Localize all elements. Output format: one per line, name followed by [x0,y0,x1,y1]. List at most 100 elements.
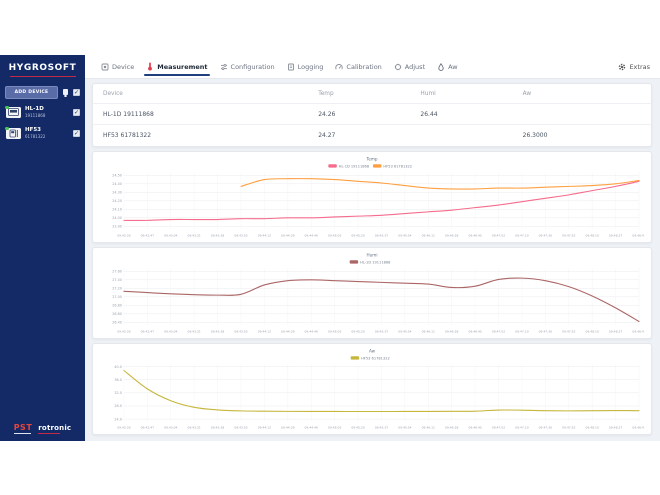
hf53-device-icon [5,126,21,139]
online-status-dot [5,105,9,109]
svg-text:09:44:29: 09:44:29 [281,233,294,237]
svg-text:09:43:38: 09:43:38 [211,233,224,237]
svg-text:09:44:46: 09:44:46 [305,329,318,333]
svg-text:09:42:30: 09:42:30 [117,233,130,237]
svg-text:09:47:36: 09:47:36 [539,329,552,333]
svg-text:09:44:12: 09:44:12 [258,233,271,237]
svg-text:09:45:54: 09:45:54 [398,329,411,333]
tab-logging[interactable]: Logging [281,55,330,78]
svg-text:40.0: 40.0 [114,365,122,369]
device-checkbox[interactable]: ✓ [73,108,80,116]
svg-text:27.20: 27.20 [112,287,122,291]
cell-temp: 24.26 [318,110,336,118]
device-icon [101,63,109,70]
check-icon: ✓ [74,129,80,137]
svg-text:09:48:10: 09:48:10 [586,233,599,237]
check-icon: ✓ [74,108,80,116]
rotronic-logo: rotronic [38,424,71,434]
svg-text:09:43:04: 09:43:04 [164,425,177,429]
svg-text:09:45:37: 09:45:37 [375,329,388,333]
tab-configuration[interactable]: Configuration [214,55,281,78]
temp-chart[interactable]: 09:42:30 09:42:47 09:43:04 09:43:21 09:43:38… [92,151,652,243]
svg-text:09:45:54: 09:45:54 [398,233,411,237]
device-checkbox[interactable]: ✓ [73,129,80,137]
svg-text:09:42:47: 09:42:47 [141,233,154,237]
svg-text:09:44:29: 09:44:29 [281,425,294,429]
svg-text:09:43:04: 09:43:04 [164,329,177,333]
tab-bar: Device Measurement Configuration Logging… [85,55,660,79]
col-header-humi: Humi [420,90,436,97]
tab-adjust[interactable]: Adjust [388,55,431,78]
svg-text:26.80: 26.80 [112,304,122,308]
svg-text:09:46:11: 09:46:11 [422,425,435,429]
svg-text:HF53 61781322: HF53 61781322 [383,164,412,168]
svg-text:09:46:11: 09:46:11 [422,329,435,333]
svg-text:09:47:36: 09:47:36 [539,233,552,237]
svg-text:09:43:55: 09:43:55 [234,329,247,333]
sliders-icon [220,63,227,70]
svg-text:09:46:45: 09:46:45 [468,329,481,333]
active-tab-indicator [144,73,210,76]
svg-text:09:46:28: 09:46:28 [445,233,458,237]
thermometer-icon [148,62,153,71]
humi-chart[interactable]: 09:42:30 09:42:47 09:43:04 09:43:21 09:43:38… [92,247,652,339]
main-area: Device Measurement Configuration Logging… [85,55,660,441]
app-window: HYGROSOFT ADD DEVICE ✓ HL-1D 19111868 ✓ [0,55,660,441]
svg-text:09:48:27: 09:48:27 [609,233,622,237]
aw-chart[interactable]: 09:42:30 09:42:47 09:43:04 09:43:21 09:43:38… [92,343,652,435]
tab-aw[interactable]: Aw [431,55,464,78]
svg-text:Temp: Temp [365,156,377,161]
svg-text:09:47:53: 09:47:53 [562,329,575,333]
svg-text:09:43:38: 09:43:38 [211,329,224,333]
svg-text:09:48:44: 09:48:44 [632,329,644,333]
cell-humi: 26.44 [420,110,438,118]
device-name: HF53 [25,127,42,133]
svg-text:09:45:03: 09:45:03 [328,329,341,333]
svg-text:26.60: 26.60 [112,312,122,316]
svg-text:24.40: 24.40 [112,182,122,186]
sidebar-item-device-hl1d[interactable]: HL-1D 19111868 ✓ [0,101,85,122]
col-header-temp: Temp [318,90,334,97]
extras-button[interactable]: Extras [618,63,650,71]
svg-text:09:48:10: 09:48:10 [586,329,599,333]
tab-calibration[interactable]: Calibration [329,55,387,78]
svg-text:09:44:12: 09:44:12 [258,329,271,333]
sidebar-item-device-hf53[interactable]: HF53 61781322 ✓ [0,122,85,143]
svg-text:09:47:02: 09:47:02 [492,233,505,237]
tab-measurement[interactable]: Measurement [140,55,213,78]
table-row[interactable]: HL-1D 19111868 24.26 26.44 [93,104,651,125]
svg-text:09:44:46: 09:44:46 [305,233,318,237]
cell-temp: 24.27 [318,132,336,139]
cell-device: HF53 61781322 [103,132,152,139]
col-header-device: Device [103,90,123,97]
select-all-checkbox[interactable]: ✓ [73,89,80,96]
svg-text:09:43:38: 09:43:38 [211,425,224,429]
brand-divider [9,76,76,77]
svg-text:09:45:20: 09:45:20 [351,425,364,429]
device-serial: 61781322 [25,134,46,139]
add-device-button[interactable]: ADD DEVICE [5,86,58,99]
log-document-icon [287,63,294,70]
svg-text:09:45:03: 09:45:03 [328,425,341,429]
tab-device[interactable]: Device [95,55,140,78]
content-area: Device Temp Humi Aw HL-1D 19111868 24.26… [85,79,660,441]
sidebar: HYGROSOFT ADD DEVICE ✓ HL-1D 19111868 ✓ [0,55,85,441]
cell-aw: 26.3000 [522,132,548,139]
svg-text:09:46:28: 09:46:28 [445,425,458,429]
svg-text:09:46:45: 09:46:45 [468,233,481,237]
svg-text:09:47:02: 09:47:02 [492,425,505,429]
svg-text:09:45:20: 09:45:20 [351,329,364,333]
svg-text:09:46:11: 09:46:11 [422,233,435,237]
svg-text:HL-1D 19111868: HL-1D 19111868 [339,164,370,168]
table-row[interactable]: HF53 61781322 24.27 26.3000 [93,125,651,146]
svg-text:09:42:47: 09:42:47 [141,329,154,333]
svg-text:09:44:46: 09:44:46 [305,425,318,429]
device-name: HL-1D [25,106,44,112]
col-header-aw: Aw [522,90,532,97]
svg-text:24.0: 24.0 [114,417,122,421]
droplet-icon [438,62,444,71]
gear-icon [619,63,626,70]
svg-text:09:45:03: 09:45:03 [328,233,341,237]
crosshair-icon [394,63,401,70]
svg-text:09:47:19: 09:47:19 [515,233,528,237]
